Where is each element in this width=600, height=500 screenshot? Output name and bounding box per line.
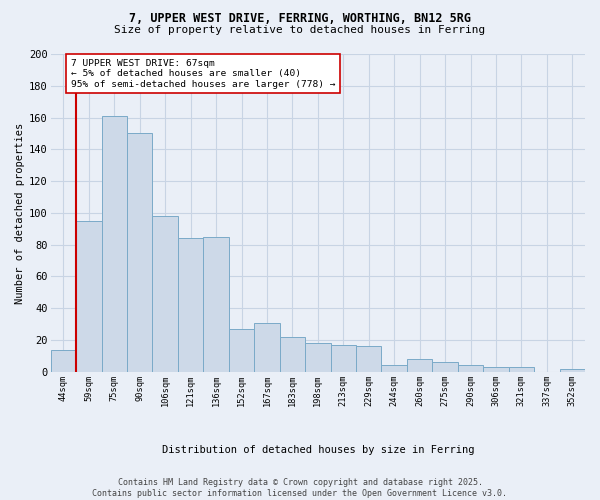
Bar [458, 366, 483, 372]
Bar [305, 343, 331, 372]
Bar [382, 366, 407, 372]
Bar [560, 368, 585, 372]
Bar [229, 329, 254, 372]
Text: 7 UPPER WEST DRIVE: 67sqm
← 5% of detached houses are smaller (40)
95% of semi-d: 7 UPPER WEST DRIVE: 67sqm ← 5% of detach… [71, 59, 335, 88]
Bar [280, 337, 305, 372]
Bar [101, 116, 127, 372]
Bar [178, 238, 203, 372]
Text: Contains HM Land Registry data © Crown copyright and database right 2025.
Contai: Contains HM Land Registry data © Crown c… [92, 478, 508, 498]
Bar [127, 134, 152, 372]
Bar [331, 345, 356, 372]
Text: Size of property relative to detached houses in Ferring: Size of property relative to detached ho… [115, 25, 485, 35]
Bar [407, 359, 433, 372]
Bar [152, 216, 178, 372]
Text: 7, UPPER WEST DRIVE, FERRING, WORTHING, BN12 5RG: 7, UPPER WEST DRIVE, FERRING, WORTHING, … [129, 12, 471, 26]
Bar [76, 221, 101, 372]
Bar [254, 322, 280, 372]
Bar [509, 367, 534, 372]
Y-axis label: Number of detached properties: Number of detached properties [15, 122, 25, 304]
Bar [356, 346, 382, 372]
Bar [483, 367, 509, 372]
Bar [50, 350, 76, 372]
Bar [203, 237, 229, 372]
Bar [433, 362, 458, 372]
X-axis label: Distribution of detached houses by size in Ferring: Distribution of detached houses by size … [161, 445, 474, 455]
